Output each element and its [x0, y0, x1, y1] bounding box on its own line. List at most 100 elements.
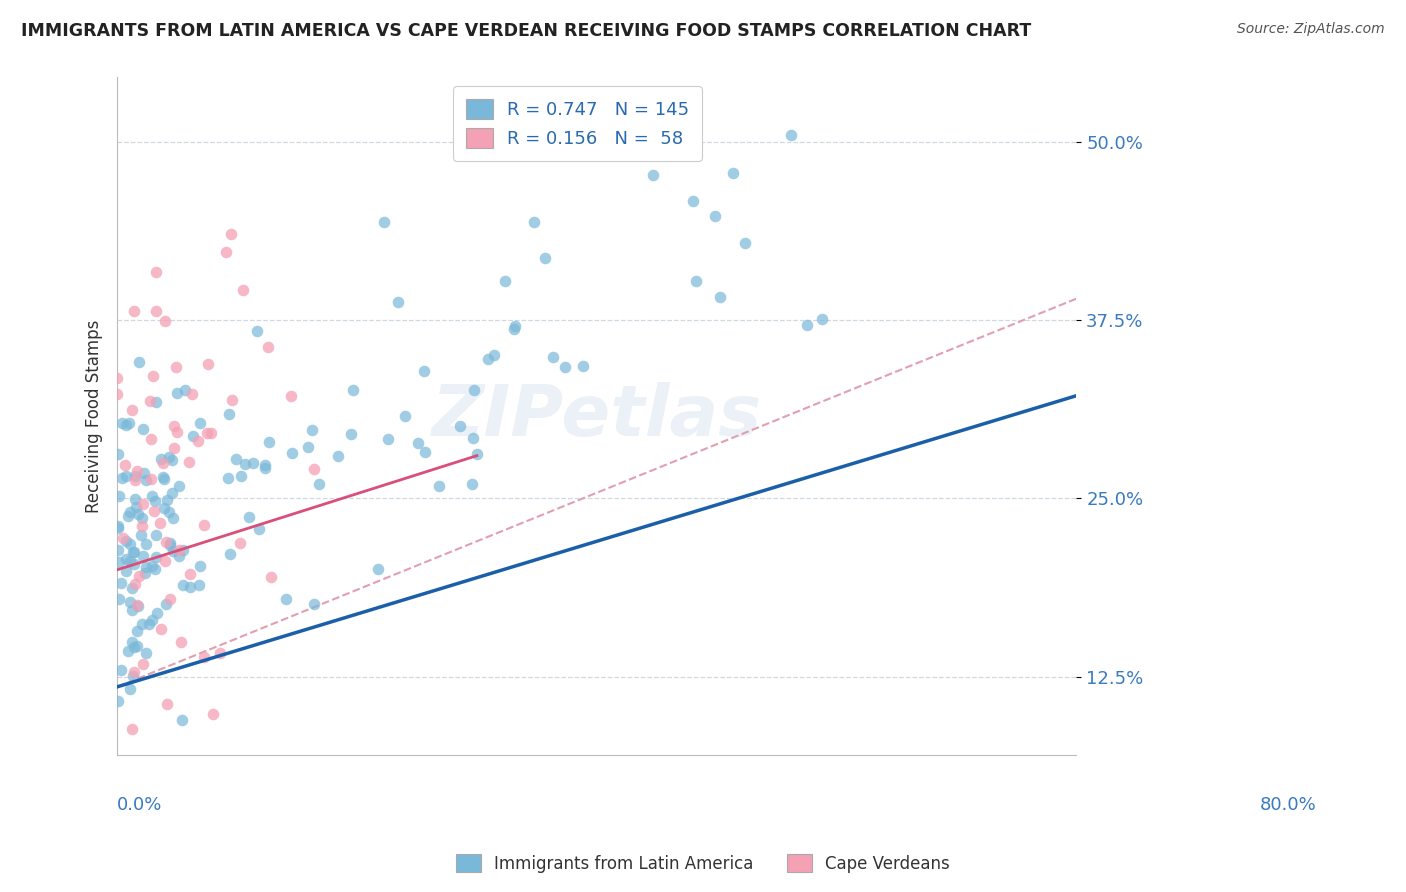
- Point: [159, 538, 181, 552]
- Point: [135, 473, 157, 487]
- Point: [302, 462, 325, 476]
- Point: [233, 457, 256, 471]
- Point: [118, 537, 141, 551]
- Point: [128, 568, 150, 582]
- Point: [281, 446, 304, 460]
- Point: [121, 722, 143, 736]
- Point: [179, 566, 201, 581]
- Point: [122, 665, 145, 680]
- Point: [111, 471, 134, 485]
- Point: [131, 616, 153, 631]
- Point: [215, 245, 238, 260]
- Point: [143, 562, 166, 576]
- Point: [150, 452, 173, 467]
- Point: [534, 251, 557, 265]
- Point: [141, 613, 163, 627]
- Point: [135, 560, 157, 574]
- Point: [105, 370, 128, 384]
- Point: [138, 616, 160, 631]
- Point: [811, 312, 834, 326]
- Point: [165, 359, 187, 374]
- Point: [297, 440, 319, 454]
- Point: [111, 416, 134, 430]
- Point: [413, 445, 436, 459]
- Point: [160, 486, 183, 500]
- Point: [703, 209, 725, 223]
- Point: [181, 429, 204, 443]
- Text: IMMIGRANTS FROM LATIN AMERICA VS CAPE VERDEAN RECEIVING FOOD STAMPS CORRELATION : IMMIGRANTS FROM LATIN AMERICA VS CAPE VE…: [21, 22, 1032, 40]
- Point: [643, 128, 665, 143]
- Point: [114, 564, 136, 578]
- Point: [152, 469, 174, 483]
- Point: [167, 549, 190, 563]
- Point: [157, 505, 180, 519]
- Point: [131, 511, 153, 525]
- Point: [449, 418, 471, 433]
- Point: [143, 504, 166, 518]
- Point: [170, 713, 193, 727]
- Point: [143, 493, 166, 508]
- Point: [125, 500, 148, 515]
- Point: [231, 468, 253, 483]
- Point: [173, 383, 195, 397]
- Point: [155, 493, 177, 508]
- Point: [188, 417, 211, 431]
- Point: [208, 646, 231, 660]
- Point: [146, 606, 169, 620]
- Point: [342, 383, 364, 397]
- Point: [124, 468, 146, 483]
- Point: [150, 622, 173, 636]
- Point: [132, 422, 155, 436]
- Point: [135, 646, 157, 660]
- Point: [129, 528, 152, 542]
- Point: [166, 385, 188, 400]
- Point: [139, 432, 162, 446]
- Point: [232, 284, 254, 298]
- Text: Source: ZipAtlas.com: Source: ZipAtlas.com: [1237, 22, 1385, 37]
- Point: [242, 457, 264, 471]
- Point: [110, 663, 132, 677]
- Point: [121, 669, 143, 683]
- Point: [253, 461, 276, 475]
- Point: [187, 578, 209, 592]
- Point: [120, 681, 142, 696]
- Point: [167, 543, 190, 558]
- Point: [256, 340, 278, 354]
- Point: [494, 274, 516, 288]
- Point: [156, 698, 179, 712]
- Point: [427, 478, 450, 492]
- Point: [163, 441, 186, 455]
- Point: [115, 417, 138, 432]
- Point: [197, 357, 219, 371]
- Point: [301, 423, 323, 437]
- Legend: R = 0.747   N = 145, R = 0.156   N =  58: R = 0.747 N = 145, R = 0.156 N = 58: [453, 87, 702, 161]
- Point: [115, 534, 138, 549]
- Point: [169, 479, 191, 493]
- Point: [503, 322, 526, 336]
- Point: [124, 491, 146, 506]
- Point: [112, 531, 135, 545]
- Text: 0.0%: 0.0%: [117, 796, 163, 814]
- Point: [127, 599, 149, 614]
- Point: [107, 555, 129, 569]
- Point: [503, 318, 526, 333]
- Point: [149, 516, 172, 531]
- Point: [118, 504, 141, 518]
- Point: [162, 543, 184, 558]
- Point: [131, 496, 153, 510]
- Point: [145, 528, 167, 542]
- Point: [340, 426, 363, 441]
- Point: [482, 348, 505, 362]
- Point: [219, 227, 242, 242]
- Y-axis label: Receiving Food Stamps: Receiving Food Stamps: [86, 319, 103, 513]
- Point: [721, 166, 744, 180]
- Point: [128, 354, 150, 368]
- Point: [124, 473, 146, 487]
- Point: [159, 536, 181, 550]
- Point: [682, 194, 704, 208]
- Point: [134, 566, 156, 580]
- Point: [155, 597, 177, 611]
- Point: [463, 431, 485, 445]
- Point: [122, 557, 145, 571]
- Point: [377, 432, 399, 446]
